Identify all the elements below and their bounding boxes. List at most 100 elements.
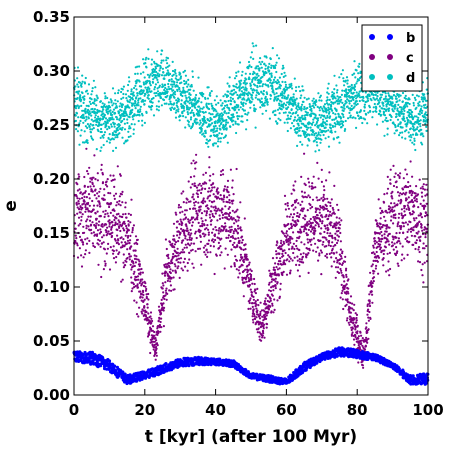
data-point: [345, 95, 348, 98]
data-point: [386, 211, 389, 214]
data-point: [81, 206, 84, 210]
data-point: [183, 229, 186, 232]
data-point: [220, 104, 223, 107]
data-point: [390, 115, 393, 119]
data-point: [396, 225, 399, 228]
data-point: [113, 197, 116, 200]
data-point: [74, 85, 77, 88]
data-point: [260, 100, 263, 104]
data-point: [269, 81, 272, 84]
data-point: [160, 298, 163, 301]
data-point: [308, 134, 311, 137]
data-point: [112, 245, 115, 248]
data-point: [182, 105, 185, 108]
data-point: [394, 172, 397, 175]
data-point: [203, 121, 206, 124]
data-point: [173, 81, 176, 84]
data-point: [398, 194, 401, 197]
data-point: [339, 296, 342, 299]
data-point: [102, 136, 105, 139]
data-point: [79, 96, 82, 100]
data-point: [101, 102, 104, 105]
data-point: [245, 128, 248, 131]
data-point: [311, 205, 314, 209]
data-point: [110, 225, 113, 229]
data-point: [328, 252, 331, 255]
data-point: [129, 127, 132, 130]
data-point: [133, 270, 136, 273]
data-point: [304, 131, 307, 134]
data-point: [298, 248, 301, 252]
data-point: [343, 104, 346, 107]
data-point: [287, 222, 290, 226]
data-point: [195, 153, 198, 156]
data-point: [93, 99, 96, 103]
data-point: [99, 187, 102, 190]
data-point: [382, 224, 385, 227]
data-point: [81, 241, 85, 244]
data-point: [181, 248, 184, 251]
data-point: [365, 322, 368, 325]
data-point: [350, 83, 353, 87]
data-point: [337, 98, 340, 101]
data-point: [361, 360, 364, 363]
data-point: [306, 128, 309, 131]
data-point: [243, 94, 246, 97]
data-point: [204, 111, 207, 114]
data-point: [251, 302, 254, 305]
data-point: [265, 91, 268, 94]
data-point: [91, 128, 94, 131]
data-point: [287, 240, 290, 243]
data-point: [229, 96, 232, 99]
data-point: [94, 188, 97, 191]
data-point: [326, 98, 329, 101]
data-point: [117, 243, 120, 246]
data-point: [171, 85, 174, 88]
data-point: [116, 228, 119, 232]
data-point: [303, 218, 306, 221]
data-point: [239, 265, 242, 268]
data-point: [85, 242, 89, 245]
data-point: [283, 102, 286, 105]
data-point: [111, 178, 115, 182]
data-point: [199, 110, 202, 113]
data-point: [311, 198, 315, 201]
data-point: [235, 259, 239, 262]
data-point: [326, 96, 329, 99]
data-point: [165, 59, 168, 62]
data-point: [183, 109, 186, 112]
data-point: [289, 241, 292, 244]
data-point: [339, 248, 342, 251]
data-point: [288, 255, 291, 258]
data-point: [199, 205, 202, 208]
data-point: [238, 241, 241, 245]
data-point: [144, 62, 147, 65]
data-point: [104, 95, 107, 98]
data-point: [140, 299, 143, 302]
data-point: [198, 182, 201, 185]
data-point: [97, 263, 100, 266]
data-point: [122, 238, 125, 241]
data-point: [272, 110, 275, 113]
data-point: [333, 184, 336, 187]
data-point: [390, 215, 393, 218]
data-point: [381, 211, 384, 214]
data-point: [235, 83, 238, 86]
data-point: [353, 343, 356, 346]
data-point: [274, 287, 277, 290]
data-point: [319, 105, 322, 109]
data-point: [99, 117, 102, 120]
data-point: [177, 257, 181, 260]
data-point: [207, 233, 210, 236]
data-point: [155, 345, 158, 349]
data-point: [78, 81, 81, 84]
data-point: [327, 82, 330, 85]
data-point: [123, 244, 126, 247]
data-point: [315, 100, 318, 103]
data-point: [250, 277, 253, 280]
data-point: [317, 259, 320, 262]
data-point: [230, 248, 233, 251]
data-point: [107, 137, 110, 140]
data-point: [253, 282, 256, 286]
data-point: [303, 105, 306, 109]
